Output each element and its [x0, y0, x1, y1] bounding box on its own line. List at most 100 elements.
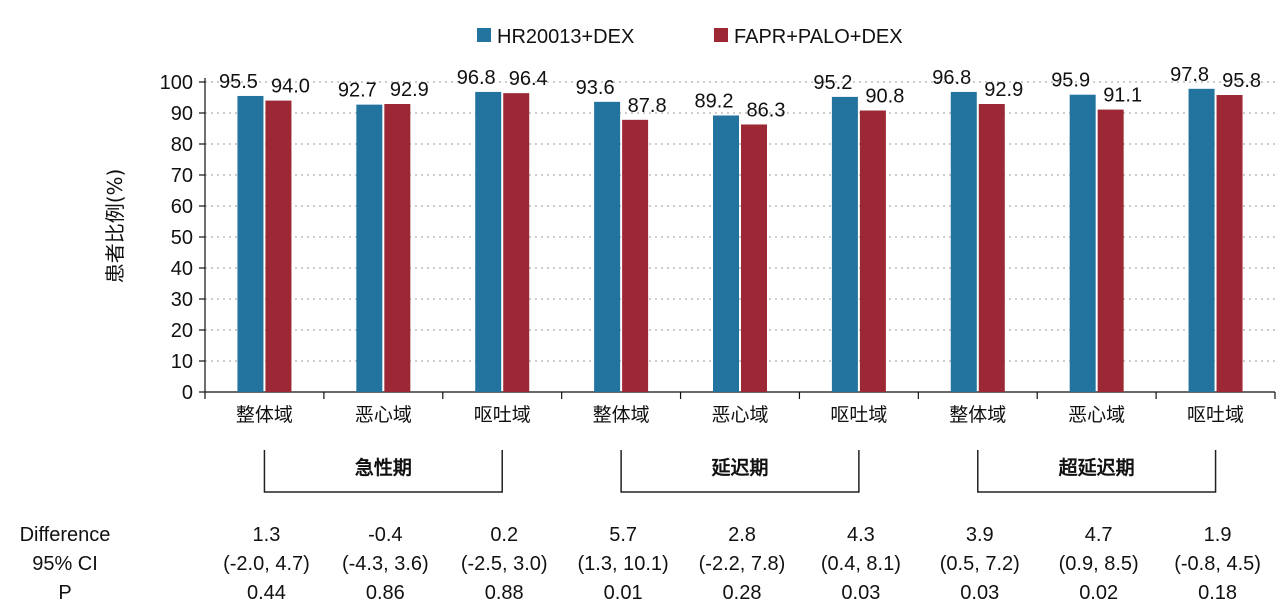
- stats-p-4: 0.01: [604, 582, 643, 604]
- stats-ci-8: (0.9, 8.5): [1059, 553, 1139, 575]
- value-label-s2-6: 90.8: [865, 86, 904, 108]
- stats-ci-9: (-0.8, 4.5): [1174, 553, 1261, 575]
- value-label-s2-5: 86.3: [747, 99, 786, 121]
- value-label-s1-7: 96.8: [932, 67, 971, 89]
- y-tick-label-70: 70: [171, 165, 193, 187]
- stats-difference-6: 4.3: [847, 524, 875, 546]
- legend-label-2: FAPR+PALO+DEX: [734, 26, 903, 48]
- stats-ci-5: (-2.2, 7.8): [699, 553, 786, 575]
- value-label-s2-4: 87.8: [628, 95, 667, 117]
- stats-ci-6: (0.4, 8.1): [821, 553, 901, 575]
- stats-row-label-1: Difference: [20, 524, 111, 546]
- y-tick-label-0: 0: [182, 382, 193, 404]
- y-tick-label-40: 40: [171, 258, 193, 280]
- bar-s1-7: [950, 91, 977, 393]
- stats-table: Difference 95% CI P 1.3 -0.4 0.2 5.7 2.8 4.3 3.9 4…: [20, 524, 1261, 604]
- value-label-s2-7: 92.9: [984, 79, 1023, 101]
- value-label-s1-5: 89.2: [695, 90, 734, 112]
- y-axis-label: 患者比例(%): [103, 169, 127, 284]
- category-label-7: 整体域: [949, 404, 1006, 426]
- legend-swatch-2: [714, 28, 728, 42]
- value-label-s2-3: 96.4: [509, 68, 548, 90]
- y-tick-label-10: 10: [171, 351, 193, 373]
- group-label-2: 延迟期: [710, 457, 768, 479]
- bar-s2-6: [859, 110, 886, 393]
- bar-s2-7: [978, 104, 1005, 392]
- stats-ci-7: (0.5, 7.2): [940, 553, 1020, 575]
- stats-difference-8: 4.7: [1085, 524, 1113, 546]
- value-label-s2-9: 95.8: [1222, 70, 1261, 92]
- bar-s1-5: [713, 115, 739, 392]
- category-label-6: 呕吐域: [830, 404, 887, 426]
- bar-s1-3: [475, 91, 502, 393]
- category-label-2: 恶心域: [355, 404, 412, 426]
- stats-p-2: 0.86: [366, 582, 405, 604]
- y-tick-label-50: 50: [171, 227, 193, 249]
- stats-p-5: 0.28: [723, 582, 762, 604]
- group-label-3: 超延迟期: [1058, 456, 1135, 479]
- stats-row-label-2: 95% CI: [32, 553, 98, 575]
- value-label-s1-3: 96.8: [457, 67, 496, 89]
- stats-p-6: 0.03: [841, 582, 880, 604]
- bar-s1-9: [1188, 88, 1215, 392]
- stats-difference-2: -0.4: [368, 524, 402, 546]
- gridlines: [205, 81, 1275, 362]
- bars: [237, 88, 1243, 393]
- category-label-8: 恶心域: [1068, 404, 1125, 426]
- group-bracket-2: [620, 450, 860, 493]
- y-axis: 0 10 20 30 40 50 60 70 80 90 100: [160, 72, 1276, 404]
- group-bracket-1: [263, 450, 503, 493]
- y-tick-label-90: 90: [171, 103, 193, 125]
- y-tick-label-80: 80: [171, 134, 193, 156]
- value-label-s2-2: 92.9: [390, 79, 429, 101]
- bar-s1-6: [831, 96, 858, 392]
- value-label-s1-8: 95.9: [1051, 70, 1090, 92]
- stats-p-1: 0.44: [247, 582, 286, 604]
- bar-s1-2: [356, 104, 383, 392]
- value-label-s1-1: 95.5: [219, 71, 258, 93]
- stats-difference-1: 1.3: [253, 524, 281, 546]
- x-axis-categories: 整体域 恶心域 呕吐域 整体域 恶心域 呕吐域 整体域 恶心域 呕吐域: [236, 404, 1244, 426]
- value-label-s1-6: 95.2: [813, 72, 852, 94]
- bar-s1-8: [1069, 94, 1096, 393]
- stats-difference-5: 2.8: [728, 524, 756, 546]
- y-tick-label-100: 100: [160, 72, 193, 94]
- bar-s1-4: [594, 101, 621, 392]
- stats-p-7: 0.03: [960, 582, 999, 604]
- stats-difference-4: 5.7: [609, 524, 637, 546]
- value-label-s2-8: 91.1: [1103, 85, 1142, 107]
- bar-s2-3: [503, 93, 530, 392]
- value-labels: 95.5 92.7 96.8 93.6 89.2 95.2 96.8 95.9 97.8 94.0…: [219, 64, 1261, 122]
- stats-ci-2: (-4.3, 3.6): [342, 553, 429, 575]
- bar-s2-9: [1216, 95, 1243, 393]
- bar-s2-5: [741, 124, 767, 392]
- stats-difference-3: 0.2: [490, 524, 518, 546]
- stats-difference-7: 3.9: [966, 524, 994, 546]
- period-groups: 急性期 延迟期 超延迟期: [263, 450, 1217, 493]
- stats-difference-9: 1.9: [1204, 524, 1232, 546]
- stats-ci-3: (-2.5, 3.0): [461, 553, 548, 575]
- group-bracket-3: [977, 450, 1217, 493]
- legend-swatch-1: [477, 28, 491, 42]
- bar-s2-4: [622, 119, 649, 392]
- category-label-1: 整体域: [236, 404, 293, 426]
- value-label-s1-4: 93.6: [576, 77, 615, 99]
- stats-ci-4: (1.3, 10.1): [578, 553, 669, 575]
- stats-p-3: 0.88: [485, 582, 524, 604]
- stats-ci-1: (-2.0, 4.7): [223, 553, 310, 575]
- legend-label-1: HR20013+DEX: [497, 26, 634, 48]
- category-label-3: 呕吐域: [474, 404, 531, 426]
- value-label-s1-9: 97.8: [1170, 64, 1209, 86]
- category-label-4: 整体域: [593, 404, 650, 426]
- y-tick-label-60: 60: [171, 196, 193, 218]
- bar-s1-1: [237, 95, 264, 392]
- bar-s2-2: [384, 104, 411, 392]
- y-tick-label-20: 20: [171, 320, 193, 342]
- category-label-5: 恶心域: [711, 404, 768, 426]
- stats-p-8: 0.02: [1079, 582, 1118, 604]
- bar-s2-8: [1097, 109, 1124, 392]
- legend: HR20013+DEX FAPR+PALO+DEX: [477, 26, 903, 48]
- category-label-9: 呕吐域: [1187, 404, 1244, 426]
- stats-row-label-3: P: [58, 582, 71, 604]
